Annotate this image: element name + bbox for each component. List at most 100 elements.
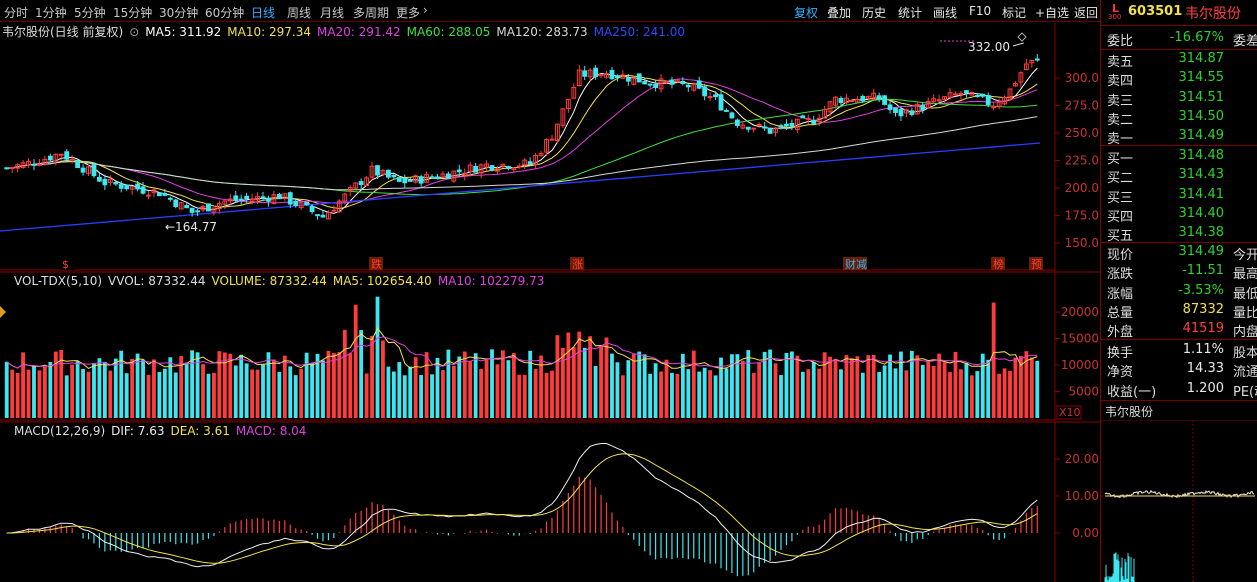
- candle-body: [587, 69, 593, 78]
- statistics-button[interactable]: 统计: [898, 6, 923, 20]
- period-tab-fenshi[interactable]: 分时: [4, 6, 29, 20]
- candle-body: [227, 198, 233, 202]
- candle-body: [680, 80, 686, 85]
- volume-bar: [92, 362, 96, 418]
- f10-button[interactable]: F10: [969, 4, 992, 18]
- volume-bar: [21, 352, 25, 418]
- volume-bar: [637, 351, 642, 418]
- candle-body: [255, 195, 260, 201]
- y-tick-label: 0.00: [1072, 526, 1099, 540]
- main-panel-title: 韦尔股份(日线 前复权): [2, 24, 123, 39]
- period-tab-15min[interactable]: 15分钟: [113, 6, 153, 20]
- candle-body: [958, 93, 964, 96]
- history-button[interactable]: 历史: [862, 6, 887, 20]
- candle-body: [369, 165, 375, 178]
- volume-bar: [860, 372, 865, 418]
- mini-intraday-chart[interactable]: [1101, 420, 1257, 582]
- event-marker: 跌: [371, 257, 382, 271]
- row-value: 314.49: [1178, 128, 1225, 144]
- candle-body: [936, 99, 942, 102]
- period-tab-monthly[interactable]: 月线: [320, 6, 345, 20]
- candle-body: [816, 117, 822, 123]
- row-label: 卖三: [1107, 93, 1134, 109]
- candle-body: [462, 172, 468, 176]
- candle-body: [615, 75, 620, 79]
- volume-bar: [255, 369, 260, 418]
- volume-bar: [435, 357, 440, 418]
- volume-bar: [102, 361, 107, 418]
- event-marker-bg: [570, 257, 584, 270]
- volume-bar: [664, 359, 669, 418]
- volume-bar: [904, 370, 909, 418]
- volume-bar: [844, 355, 849, 418]
- y-tick-label: 300.0: [1065, 71, 1099, 85]
- draw-line-button[interactable]: 画线: [933, 6, 958, 20]
- row-value: 14.33: [1186, 361, 1224, 377]
- candle-body: [456, 169, 462, 173]
- volume-bar: [4, 361, 9, 418]
- candle-body: [565, 98, 571, 109]
- period-tab-weekly[interactable]: 周线: [287, 6, 312, 20]
- row-label: 卖一: [1107, 132, 1134, 148]
- candle-body: [598, 73, 604, 77]
- period-tab-multi[interactable]: 多周期: [353, 6, 390, 20]
- volume-bar: [599, 345, 603, 418]
- volume-bar: [1008, 370, 1012, 418]
- volume-bar: [1035, 360, 1040, 418]
- mini-chart-title: 韦尔股份: [1105, 405, 1154, 419]
- candle-body: [745, 126, 751, 130]
- volume-bar: [735, 354, 740, 418]
- row-label-right: 内盘: [1233, 325, 1257, 341]
- period-tab-60min[interactable]: 60分钟: [205, 6, 245, 20]
- volume-bar: [779, 375, 783, 418]
- volume-bar: [391, 371, 396, 418]
- volume-bar: [244, 363, 249, 418]
- candle-body: [124, 184, 130, 190]
- candle-body: [980, 93, 986, 97]
- period-tab-5min[interactable]: 5分钟: [74, 6, 106, 20]
- candle-body: [571, 87, 577, 99]
- volume-bar: [506, 360, 511, 418]
- volume-bar: [582, 347, 587, 418]
- stats-row: 总量 87332 量比: [1107, 301, 1257, 321]
- buys-row: 买五 314.38: [1107, 224, 1257, 244]
- volume-bar: [315, 353, 320, 418]
- candle-body: [751, 127, 757, 130]
- row-value: -11.51: [1182, 263, 1224, 279]
- candle-body: [636, 73, 642, 83]
- volume-label: VOLUME: 87332.44: [211, 274, 326, 288]
- candle-body: [729, 112, 735, 119]
- fuquan-button[interactable]: 复权: [794, 6, 819, 20]
- row-value: -3.53%: [1178, 282, 1224, 298]
- row-label-right: 流通: [1233, 365, 1257, 381]
- overlay-button[interactable]: 叠加: [827, 6, 852, 20]
- volume-bar: [32, 366, 36, 418]
- volume-bar: [719, 357, 723, 418]
- candle-body: [298, 202, 304, 209]
- row-label: 买二: [1107, 171, 1134, 187]
- kline-chart[interactable]: 300.0 275.0 250.0 225.0 200.0 175.0 150.0 332.0…: [0, 23, 1100, 582]
- candle-body: [467, 164, 473, 172]
- back-button[interactable]: 返回: [1074, 6, 1099, 20]
- y-tick-label: 225.0: [1065, 154, 1099, 168]
- period-tab-30min[interactable]: 30分钟: [159, 6, 199, 20]
- volume-bar: [233, 365, 238, 418]
- mark-button[interactable]: 标记: [1002, 6, 1027, 20]
- add-watchlist-button[interactable]: +自选: [1035, 6, 1070, 20]
- high-label: 332.00: [968, 40, 1010, 54]
- volume-header: VOL-TDX(5,10) VVOL: 87332.44 VOLUME: 87332…: [14, 274, 544, 288]
- volume-bar: [293, 375, 298, 418]
- volume-bar: [560, 347, 565, 418]
- volume-bar: [659, 371, 663, 418]
- candle-body: [631, 76, 637, 85]
- chevron-right-icon[interactable]: ›: [423, 3, 428, 17]
- period-tab-more[interactable]: 更多: [396, 6, 421, 20]
- candle-body: [391, 174, 397, 178]
- period-tab-1min[interactable]: 1分钟: [35, 6, 67, 20]
- volume-bar: [402, 375, 407, 418]
- sells-row: 卖一 314.49: [1107, 127, 1257, 148]
- period-tab-daily[interactable]: 日线: [251, 6, 276, 20]
- candle-body: [963, 90, 969, 94]
- candle-body: [914, 103, 920, 115]
